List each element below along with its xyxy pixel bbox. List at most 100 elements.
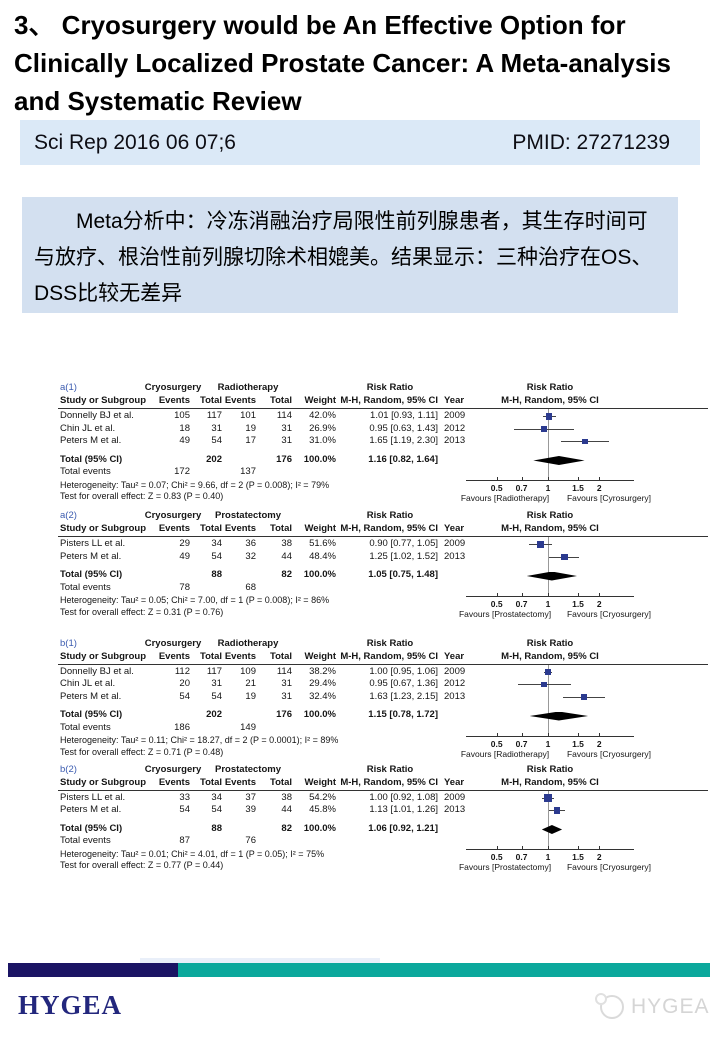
study-name: Peters M et al. — [60, 550, 122, 562]
no-effect-line — [548, 790, 549, 849]
axis-tick — [578, 846, 579, 850]
study-year: 2009 — [444, 791, 466, 803]
col-header-total1: Total — [200, 776, 222, 788]
study-weight: 45.8% — [309, 804, 336, 815]
axis-tick — [599, 592, 601, 597]
axis-tick — [599, 477, 601, 481]
rr-marker — [536, 541, 544, 549]
study-total2: 44 — [281, 804, 292, 815]
total-events-label: Total events — [60, 721, 111, 733]
axis-tick-label: 1.5 — [572, 483, 584, 493]
axis-tick-label: 0.5 — [490, 852, 503, 862]
total-events-label: Total events — [60, 466, 111, 477]
col-header-total2: Total — [270, 776, 292, 788]
total-events2: 76 — [245, 835, 256, 846]
study-year: 2009 — [444, 410, 466, 421]
plot-method-header: M-H, Random, 95% CI — [501, 523, 599, 534]
rr-marker — [561, 553, 568, 561]
publication-bar: Sci Rep 2016 06 07;6 PMID: 27271239 — [20, 120, 700, 165]
study-total2: 38 — [281, 538, 292, 549]
study-weight: 31.0% — [309, 435, 336, 446]
total-diamond — [526, 571, 577, 581]
group1-header: Cryosurgery — [144, 637, 202, 649]
col-header-ci: M-H, Random, 95% CI — [340, 523, 438, 534]
axis-line — [466, 595, 634, 597]
axis-tick — [548, 846, 549, 850]
col-header-total2: Total — [270, 395, 292, 406]
total-weight: 100.0% — [303, 709, 336, 720]
total-events1: 78 — [179, 581, 190, 593]
study-ci-text: 1.00 [0.92, 1.08] — [369, 791, 438, 803]
risk-ratio-column-header: Risk Ratio — [366, 510, 414, 521]
col-header-weight: Weight — [304, 776, 337, 788]
group1-header: Cryosurgery — [144, 382, 202, 393]
heterogeneity-text: Heterogeneity: Tau² = 0.05; Chi² = 7.00,… — [60, 595, 330, 605]
favours-right-label: Favours [Cryosurgery] — [566, 748, 652, 759]
study-year: 2012 — [444, 678, 466, 689]
study-weight: 48.4% — [309, 550, 336, 562]
forest-plots: a(1) Cryosurgery Radiotherapy Risk Ratio Ris… — [58, 383, 708, 874]
axis-line — [466, 480, 634, 481]
total-events1: 87 — [179, 835, 190, 846]
study-ci-text: 1.25 [1.02, 1.52] — [369, 550, 438, 562]
total-label: Total (95% CI) — [60, 709, 123, 720]
study-total2: 31 — [281, 678, 292, 689]
heterogeneity-text: Heterogeneity: Tau² = 0.07; Chi² = 9.66,… — [60, 479, 330, 490]
study-events2: 109 — [240, 665, 256, 677]
axis-tick-label: 2 — [596, 598, 602, 609]
group2-header: Radiotherapy — [217, 382, 279, 393]
total-n2: 82 — [281, 822, 292, 834]
study-total1: 117 — [206, 665, 222, 677]
study-ci-text: 0.95 [0.63, 1.43] — [369, 422, 438, 434]
header-underline — [58, 789, 708, 791]
total-events2: 68 — [245, 581, 256, 593]
total-n2: 176 — [276, 453, 292, 465]
study-events2: 21 — [245, 678, 256, 689]
study-total1: 117 — [206, 410, 222, 421]
watermark: HYGEA — [595, 993, 710, 1019]
study-weight: 51.6% — [309, 538, 336, 549]
total-n2: 82 — [281, 569, 292, 580]
heterogeneity-text: Heterogeneity: Tau² = 0.11; Chi² = 18.27… — [60, 735, 339, 745]
col-header-total2: Total — [270, 650, 292, 662]
study-year: 2013 — [444, 435, 466, 446]
study-total1: 31 — [211, 678, 222, 689]
col-header-events2: Events — [224, 395, 256, 406]
study-name: Peters M et al. — [60, 804, 122, 815]
study-year: 2012 — [444, 422, 466, 434]
axis-tick-label: 0.7 — [515, 598, 528, 609]
study-weight: 32.4% — [309, 690, 336, 702]
watermark-text: HYGEA — [631, 995, 710, 1018]
study-year: 2009 — [444, 665, 466, 677]
study-events1: 54 — [179, 804, 190, 815]
study-weight: 38.2% — [309, 665, 336, 677]
study-ci-text: 0.95 [0.67, 1.36] — [369, 678, 438, 689]
study-total2: 38 — [281, 791, 292, 803]
total-diamond — [533, 456, 585, 465]
study-events2: 37 — [245, 791, 256, 803]
axis-tick — [496, 592, 498, 597]
study-events1: 29 — [179, 538, 190, 549]
overall-effect-text: Test for overall effect: Z = 0.31 (P = 0… — [60, 606, 224, 617]
study-events2: 39 — [245, 804, 256, 815]
plot-risk-ratio-header: Risk Ratio — [526, 510, 574, 521]
col-header-events1: Events — [158, 523, 190, 534]
axis-line — [466, 849, 634, 850]
journal-reference: Sci Rep 2016 06 07;6 — [34, 130, 236, 154]
pmid-label: PMID: 27271239 — [512, 130, 670, 154]
total-events2: 149 — [240, 721, 256, 733]
study-name: Peters M et al. — [60, 690, 122, 702]
study-total2: 44 — [281, 550, 292, 562]
study-events1: 49 — [179, 550, 190, 562]
study-name: Peters M et al. — [60, 435, 122, 446]
col-header-year: Year — [444, 395, 465, 406]
total-weight: 100.0% — [303, 453, 336, 465]
study-name: Pisters LL et al. — [60, 538, 126, 549]
study-ci-text: 1.63 [1.23, 2.15] — [369, 690, 438, 702]
col-header-total2: Total — [270, 523, 292, 534]
favours-left-label: Favours [Radiotherapy] — [460, 493, 550, 503]
col-header-total1: Total — [200, 650, 222, 662]
group2-header: Prostatectomy — [215, 763, 281, 775]
total-weight: 100.0% — [303, 822, 336, 834]
col-header-events1: Events — [158, 650, 190, 662]
